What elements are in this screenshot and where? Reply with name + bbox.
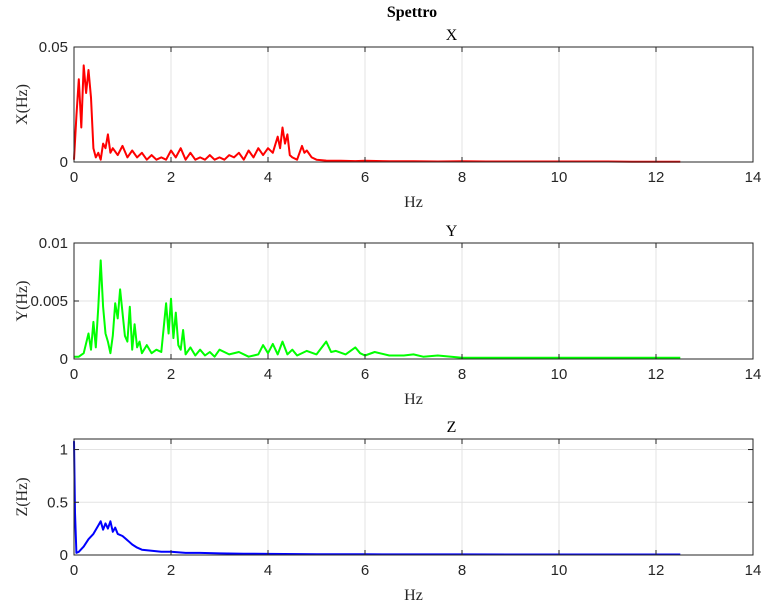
x-tick-label: 8 — [458, 562, 466, 579]
y-tick-label: 0.005 — [30, 293, 68, 310]
x-tick-label: 6 — [361, 562, 369, 579]
x-tick-label: 0 — [70, 366, 78, 383]
subplot-title-z: Z — [447, 419, 457, 436]
y-tick-label: 0.01 — [39, 235, 68, 252]
series-line-y — [74, 259, 681, 359]
x-tick-label: 10 — [551, 366, 568, 383]
x-tick-label: 4 — [264, 169, 272, 186]
plot-area-z — [74, 439, 753, 555]
x-tick-label: 0 — [70, 169, 78, 186]
series-line-x — [73, 64, 681, 163]
subplot-z: 0 2 4 6 8 10 12 14 0 0.5 1 Z Hz Z(Hz) — [14, 419, 761, 604]
x-tick-label: 6 — [361, 366, 369, 383]
x-axis-label-y: Hz — [404, 391, 423, 408]
plot-area-x — [74, 47, 753, 162]
y-axis-label-x: X(Hz) — [14, 84, 31, 125]
subplot-title-x: X — [446, 27, 458, 44]
axes-box-z — [73, 438, 754, 556]
axes-box-x — [73, 46, 754, 163]
y-tick-label: 1 — [60, 442, 68, 459]
y-tick-label: 0.5 — [47, 494, 68, 511]
subplot-y: 0 2 4 6 8 10 12 14 0 0.005 0.01 Y Hz Y(Hz) — [14, 223, 761, 408]
x-tick-label: 12 — [648, 366, 665, 383]
x-tick-label: 14 — [745, 169, 762, 186]
subplot-title-y: Y — [446, 223, 458, 240]
x-tick-label: 8 — [458, 366, 466, 383]
x-tick-label: 12 — [648, 562, 665, 579]
y-axis-label-z: Z(Hz) — [14, 477, 31, 516]
y-tick-label: 0 — [60, 154, 68, 171]
x-tick-label: 4 — [264, 562, 272, 579]
x-tick-label: 6 — [361, 169, 369, 186]
subplot-x: 0 2 4 6 8 10 12 14 0 0.05 X Hz X(Hz) — [14, 27, 761, 211]
x-tick-label: 0 — [70, 562, 78, 579]
x-tick-label: 12 — [648, 169, 665, 186]
x-axis-label-z: Hz — [404, 587, 423, 604]
y-tick-label: 0 — [60, 351, 68, 368]
x-tick-label: 4 — [264, 366, 272, 383]
x-tick-label: 2 — [167, 366, 175, 383]
y-axis-label-y: Y(Hz) — [14, 281, 31, 322]
x-tick-label: 10 — [551, 169, 568, 186]
x-tick-label: 14 — [745, 366, 762, 383]
x-tick-label: 2 — [167, 562, 175, 579]
series-line-z — [73, 441, 681, 556]
x-tick-label: 2 — [167, 169, 175, 186]
x-axis-label-x: Hz — [404, 194, 423, 211]
x-tick-label: 14 — [745, 562, 762, 579]
y-tick-label: 0.05 — [39, 39, 68, 56]
x-tick-label: 10 — [551, 562, 568, 579]
x-tick-label: 8 — [458, 169, 466, 186]
figure-title: Spettro — [387, 4, 437, 21]
y-tick-label: 0 — [60, 547, 68, 564]
